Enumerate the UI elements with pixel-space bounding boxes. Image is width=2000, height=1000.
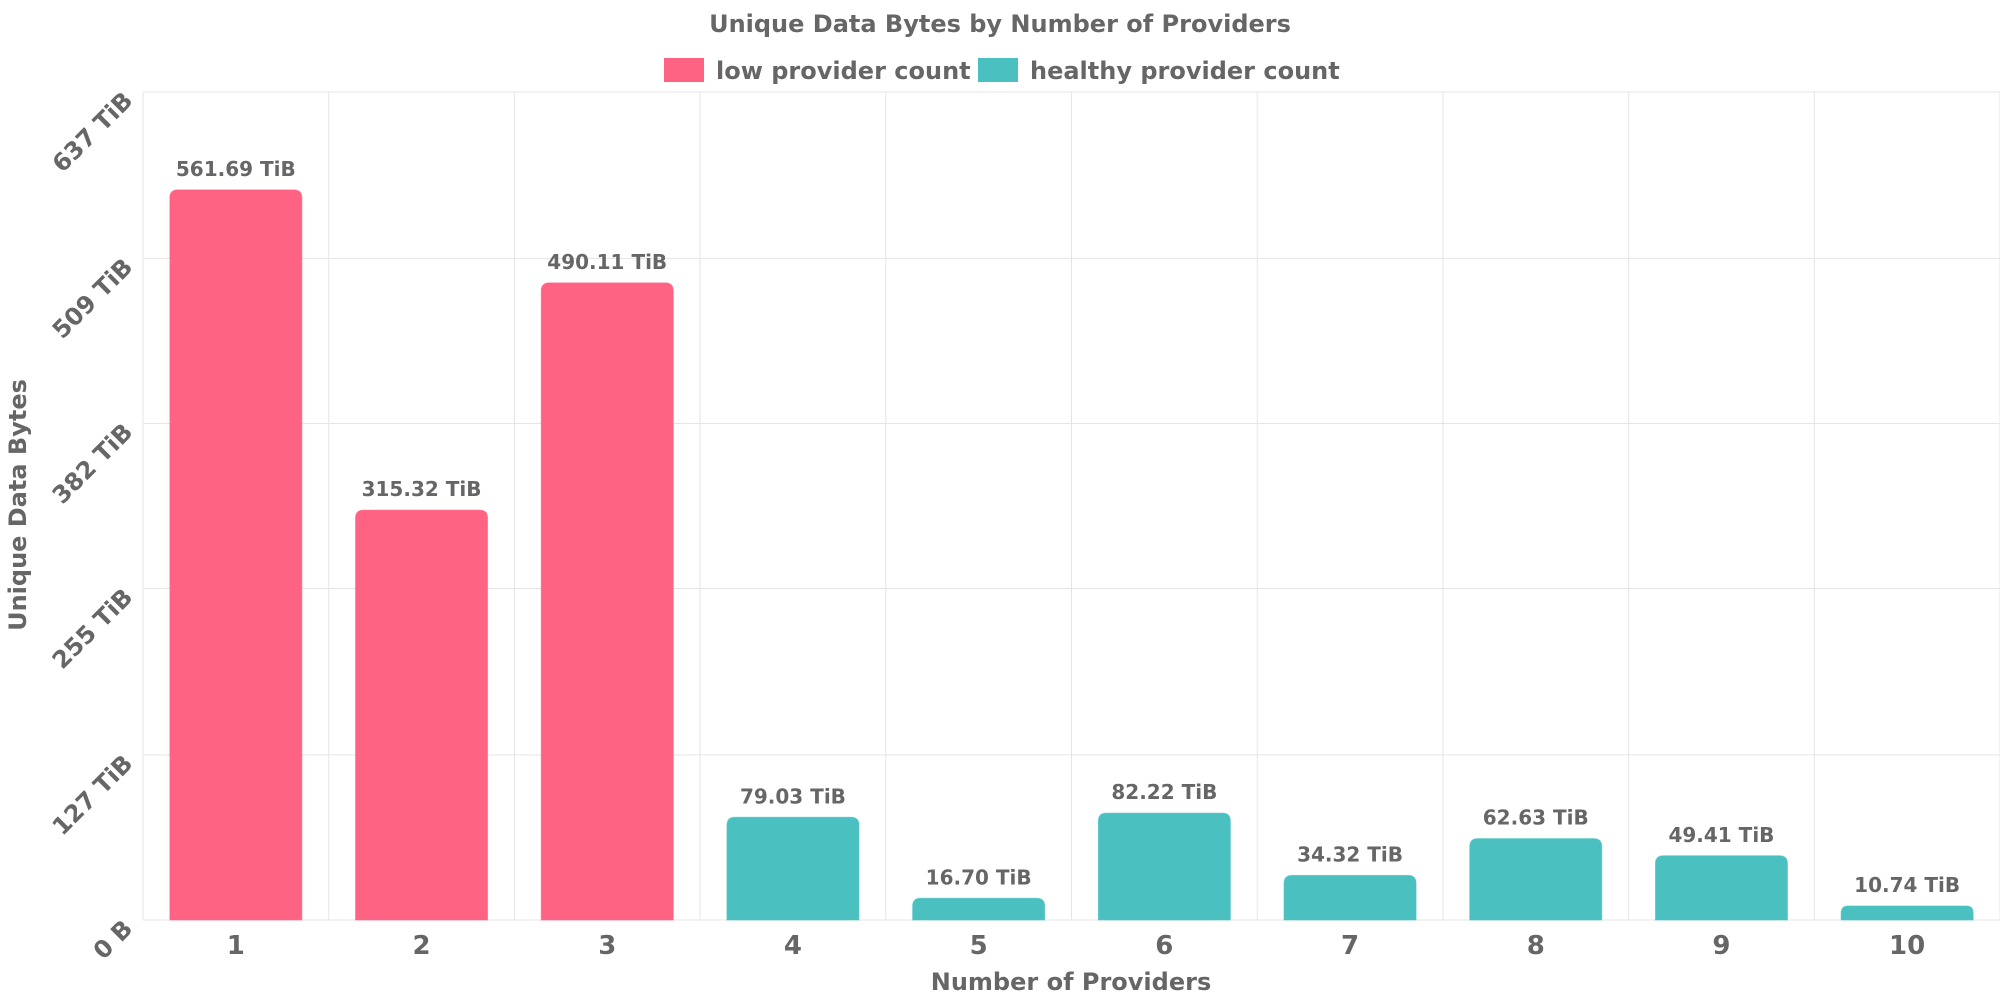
x-axis-ticks: 1 2 3 4 5 6 7 8 9 10 — [227, 931, 1925, 961]
legend-swatch-low — [664, 58, 704, 82]
bar-5[interactable] — [912, 897, 1046, 921]
y-tick-label: 127 TiB — [47, 749, 138, 840]
data-label: 490.11 TiB — [547, 250, 667, 274]
bars: 561.69 TiB 315.32 TiB 490.11 TiB 79.03 TiB 1… — [169, 157, 1974, 921]
legend-swatch-healthy — [978, 58, 1018, 82]
y-tick-label: 509 TiB — [47, 253, 138, 344]
chart-title: Unique Data Bytes by Number of Providers — [709, 10, 1291, 38]
bar-7[interactable] — [1283, 874, 1417, 921]
x-tick-label: 7 — [1341, 931, 1359, 961]
data-label: 315.32 TiB — [362, 477, 482, 501]
data-label: 62.63 TiB — [1483, 806, 1589, 830]
y-axis-ticks: 0 B 127 TiB 255 TiB 382 TiB 509 TiB 637 TiB — [47, 86, 138, 964]
bar-2[interactable] — [355, 509, 489, 921]
y-tick-label: 255 TiB — [47, 583, 138, 674]
y-tick-label: 637 TiB — [47, 86, 138, 177]
bar-9[interactable] — [1654, 855, 1788, 921]
data-label: 49.41 TiB — [1668, 823, 1774, 847]
bar-10[interactable] — [1840, 905, 1974, 921]
legend-label-healthy: healthy provider count — [1030, 57, 1340, 85]
data-label: 10.74 TiB — [1854, 873, 1960, 897]
x-tick-label: 6 — [1155, 931, 1173, 961]
data-label: 82.22 TiB — [1111, 780, 1217, 804]
legend: low provider count healthy provider coun… — [664, 57, 1340, 85]
bar-6[interactable] — [1097, 812, 1231, 921]
bar-3[interactable] — [540, 282, 674, 921]
x-tick-label: 10 — [1889, 931, 1925, 961]
bar-8[interactable] — [1469, 838, 1603, 921]
x-tick-label: 3 — [598, 931, 616, 961]
bar-4[interactable] — [726, 816, 860, 921]
legend-item-low[interactable]: low provider count — [664, 57, 971, 85]
y-axis-title: Unique Data Bytes — [4, 379, 32, 631]
data-label: 561.69 TiB — [176, 157, 296, 181]
x-tick-label: 8 — [1527, 931, 1545, 961]
legend-label-low: low provider count — [716, 57, 971, 85]
x-tick-label: 1 — [227, 931, 245, 961]
x-tick-label: 4 — [784, 931, 802, 961]
x-axis-title: Number of Providers — [931, 968, 1211, 996]
y-tick-label: 382 TiB — [47, 418, 138, 509]
x-tick-label: 5 — [970, 931, 988, 961]
bar-1[interactable] — [169, 189, 303, 921]
legend-item-healthy[interactable]: healthy provider count — [978, 57, 1340, 85]
y-tick-label: 0 B — [88, 914, 138, 964]
x-tick-label: 9 — [1712, 931, 1730, 961]
data-label: 16.70 TiB — [926, 865, 1032, 889]
data-label: 79.03 TiB — [740, 784, 846, 808]
data-label: 34.32 TiB — [1297, 842, 1403, 866]
x-tick-label: 2 — [413, 931, 431, 961]
